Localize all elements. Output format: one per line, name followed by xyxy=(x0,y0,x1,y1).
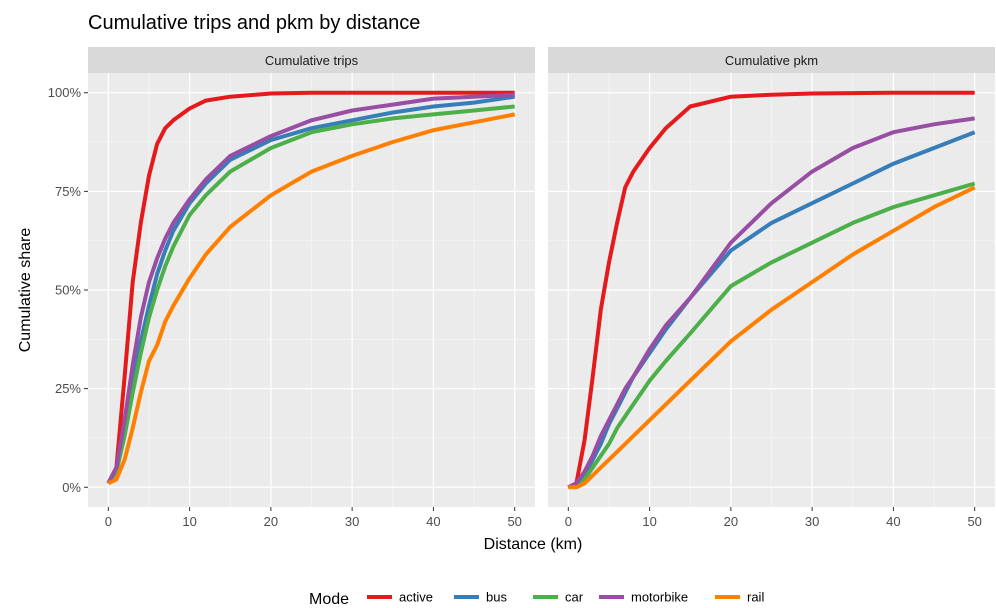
facet-strip-label: Cumulative trips xyxy=(265,53,359,68)
x-tick-label: 10 xyxy=(642,514,656,529)
x-tick-label: 40 xyxy=(426,514,440,529)
legend-label-car: car xyxy=(565,590,584,605)
series-line-car xyxy=(567,181,976,490)
x-tick-label: 30 xyxy=(345,514,359,529)
legend-label-bus: bus xyxy=(486,590,507,605)
x-tick-label: 30 xyxy=(805,514,819,529)
facet-strip xyxy=(548,47,995,73)
series-line-active xyxy=(106,90,515,485)
legend-title: Mode xyxy=(309,591,349,608)
legend-label-rail: rail xyxy=(747,590,764,605)
y-axis-title: Cumulative share xyxy=(17,228,34,353)
facet-strip xyxy=(88,47,535,73)
x-tick-label: 50 xyxy=(507,514,521,529)
panel-cumulative-trips: Cumulative trips 0 10 20 30 40 50 0% 25% 50% 75% 10… xyxy=(48,47,535,529)
y-tick-label: 0% xyxy=(62,480,81,495)
x-tick-label: 10 xyxy=(182,514,196,529)
legend-label-active: active xyxy=(399,590,433,605)
legend-label-motorbike: motorbike xyxy=(631,590,688,605)
panel-cumulative-pkm: Cumulative pkm 0 10 20 30 40 50 xyxy=(548,47,995,529)
y-tick-label: 100% xyxy=(48,85,82,100)
x-tick-label: 0 xyxy=(565,514,572,529)
series-line-motorbike xyxy=(106,92,515,485)
series-line-rail xyxy=(568,185,976,490)
x-tick-label: 40 xyxy=(886,514,900,529)
x-tick-label: 0 xyxy=(105,514,112,529)
chart-title: Cumulative trips and pkm by distance xyxy=(88,12,420,34)
y-tick-label: 25% xyxy=(55,381,81,396)
x-tick-label: 20 xyxy=(724,514,738,529)
series-line-motorbike xyxy=(567,116,975,490)
x-tick-label: 20 xyxy=(264,514,278,529)
x-axis-title: Distance (km) xyxy=(484,536,583,553)
series-line-rail xyxy=(107,112,516,486)
y-tick-label: 50% xyxy=(55,283,81,298)
facet-strip-label: Cumulative pkm xyxy=(725,53,818,68)
series-line-active xyxy=(567,90,975,490)
y-tick-label: 75% xyxy=(55,184,81,199)
legend: Mode active bus car motorbike rail xyxy=(309,590,764,608)
series-line-car xyxy=(106,104,515,485)
x-tick-label: 50 xyxy=(967,514,981,529)
